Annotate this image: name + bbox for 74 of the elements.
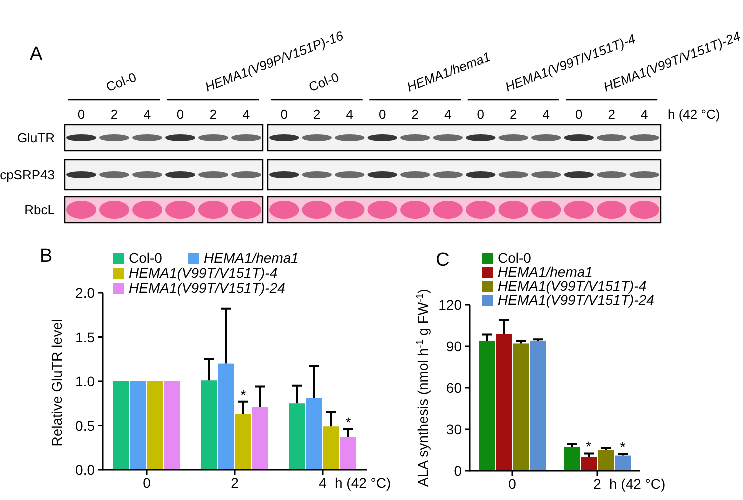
bar <box>148 382 164 470</box>
x-tick-label: 0 <box>508 476 517 492</box>
y-tick-label: 0.0 <box>76 462 96 478</box>
bar <box>581 457 597 471</box>
category-label: 2 <box>412 107 419 122</box>
bar <box>340 437 356 470</box>
y-tick-label: 0.5 <box>76 418 96 434</box>
y-tick-label: 90 <box>446 338 462 354</box>
category-label: 0 <box>576 107 583 122</box>
x-axis-title: h (42 °C) <box>335 475 392 491</box>
category-label: cpSRP43 <box>0 168 55 182</box>
legend-label: Col-0 <box>498 250 532 266</box>
legend-label: HEMA1/hema1 <box>498 264 593 280</box>
bar <box>564 447 580 471</box>
legend-label: HEMA1/hema1 <box>204 250 299 266</box>
x-tick-label: 2 <box>594 476 602 492</box>
category-label: 2 <box>110 107 118 122</box>
bar <box>530 340 546 471</box>
category-label: 0 <box>280 107 288 122</box>
y-tick-label: 120 <box>438 297 462 313</box>
bar <box>236 414 252 470</box>
y-tick-label: 30 <box>446 422 462 438</box>
category-label: 4 <box>542 107 550 122</box>
y-axis-title: Relative GluTR level <box>49 319 65 447</box>
text: h (42 °C) <box>668 107 720 122</box>
legend-label: HEMA1(V99T/V151T)-4 <box>129 265 278 281</box>
category-label: 4 <box>641 107 648 122</box>
text: Col-0 <box>104 70 139 95</box>
annotation: * <box>620 438 626 455</box>
category-label: RbcL <box>24 202 55 218</box>
bar <box>479 340 495 471</box>
bar <box>202 380 218 470</box>
bar <box>130 382 146 470</box>
x-tick-label: 2 <box>231 475 240 491</box>
bar <box>306 398 322 470</box>
category-label: 2 <box>608 107 616 122</box>
category-label: 2 <box>314 107 321 122</box>
category-label: GluTR <box>17 130 55 146</box>
bar <box>496 334 512 471</box>
bar <box>615 456 631 471</box>
bar <box>114 382 130 470</box>
text: A <box>30 44 43 65</box>
annotation: * <box>240 386 247 403</box>
chart-title: B <box>40 246 53 267</box>
category-label: 4 <box>346 107 354 122</box>
y-tick-label: 60 <box>446 380 462 396</box>
category-label: 4 <box>242 107 250 122</box>
bar <box>252 407 268 470</box>
annotation: * <box>346 414 352 430</box>
x-axis-title: h (42 °C) <box>610 476 666 492</box>
category-label: 4 <box>144 107 152 122</box>
category-label: 0 <box>477 107 484 122</box>
y-tick-label: 2.0 <box>76 285 96 301</box>
x-tick-label: 4 <box>319 475 328 491</box>
bar <box>513 344 529 471</box>
bar <box>324 426 340 470</box>
x-tick-label: 0 <box>143 475 152 491</box>
bar <box>164 382 180 470</box>
annotation: * <box>586 438 592 455</box>
chart-title: C <box>436 250 450 271</box>
y-tick-label: 0 <box>454 463 462 479</box>
category-label: 0 <box>176 107 184 122</box>
y-tick-label: 1.0 <box>76 374 96 390</box>
category-label: 2 <box>510 107 518 122</box>
y-tick-label: 1.5 <box>76 329 96 346</box>
legend-label: HEMA1(V99T/V151T)-24 <box>129 280 286 296</box>
legend-label: HEMA1(V99T/V151T)-4 <box>498 278 647 294</box>
bar <box>598 450 614 471</box>
bar <box>218 364 234 470</box>
legend-label: Col-0 <box>129 250 163 266</box>
category-label: 0 <box>379 107 386 122</box>
category-label: 2 <box>210 107 218 122</box>
bar <box>290 404 306 470</box>
category-label: 4 <box>444 107 452 122</box>
